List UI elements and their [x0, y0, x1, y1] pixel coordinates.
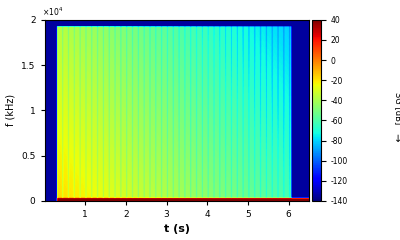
Text: $\times 10^4$: $\times 10^4$	[42, 6, 63, 18]
Text: SG [dB]: SG [dB]	[394, 92, 400, 124]
Text: ↓: ↓	[394, 134, 400, 144]
Y-axis label: f (kHz): f (kHz)	[6, 94, 16, 126]
X-axis label: t (s): t (s)	[164, 224, 190, 234]
